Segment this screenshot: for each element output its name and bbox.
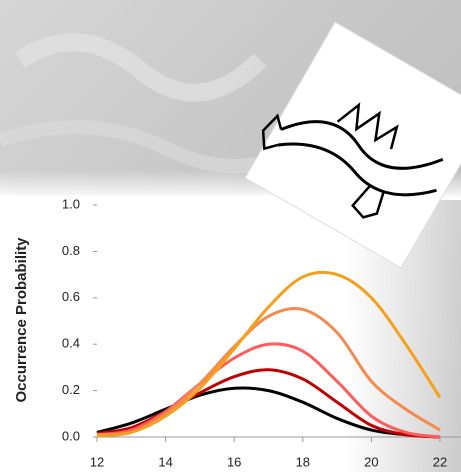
y-tick-label: 0.2: [62, 382, 80, 397]
y-tick-label: 0.8: [62, 243, 80, 258]
y-tick-label: 1.0: [62, 196, 80, 211]
chart: Occurrence Probability 0.0 0.2 0.4 0.6 0.8 1.…: [0, 0, 461, 472]
x-tick-label: 18: [296, 454, 310, 469]
y-axis-label: Occurrence Probability: [13, 237, 30, 403]
y-tick-label: 0.4: [62, 336, 80, 351]
x-tick-label: 22: [433, 454, 447, 469]
x-tick-label: 20: [364, 454, 378, 469]
y-tick-label: 0.6: [62, 289, 80, 304]
x-tick-label: 16: [227, 454, 241, 469]
y-tick-label: 0.0: [62, 428, 80, 443]
x-tick-label: 12: [90, 454, 104, 469]
x-tick-label: 14: [158, 454, 172, 469]
